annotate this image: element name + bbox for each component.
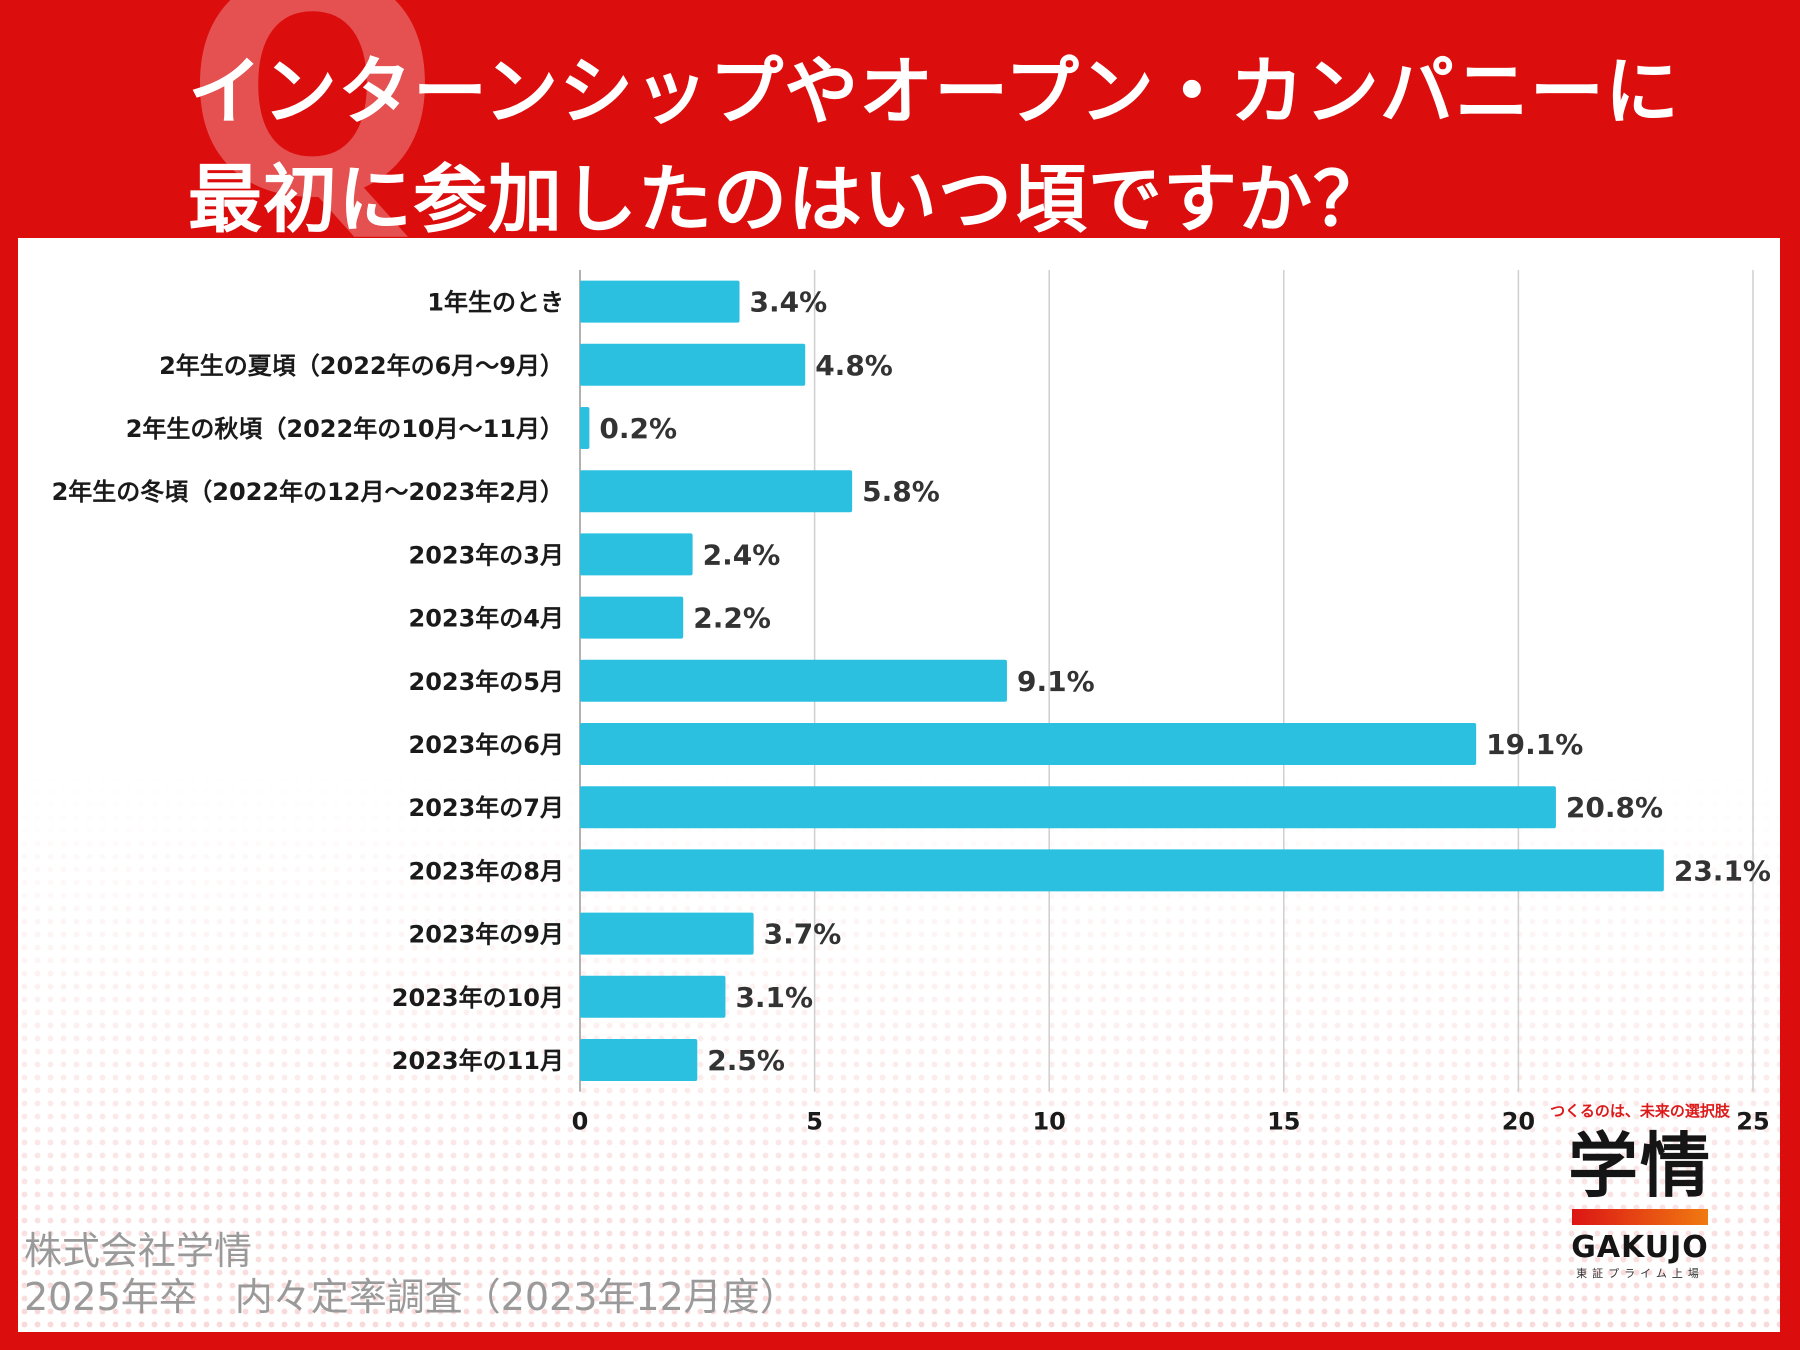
x-tick-label: 10 xyxy=(1032,1108,1065,1136)
gakujo-logo: つくるのは、未来の選択肢 学情 GAKUJO 東証プライム上場 xyxy=(1535,1100,1745,1281)
category-label: 2023年の8月 xyxy=(409,857,565,885)
bar-6 xyxy=(580,659,1007,702)
bar-8 xyxy=(580,786,1556,829)
chart-panel: 0 5 10 15 20 25 1年生のとき 3.4% 2年生の夏頃（2022年の6月～9月） 4… xyxy=(18,238,1780,1332)
data-label: 3.1% xyxy=(735,981,813,1014)
bar-3 xyxy=(580,470,853,513)
data-label: 9.1% xyxy=(1017,665,1095,698)
data-label: 2.2% xyxy=(693,602,771,635)
category-label: 2023年の4月 xyxy=(409,605,565,633)
data-label: 4.8% xyxy=(815,349,893,382)
bar-10 xyxy=(580,912,754,955)
category-label: 2年生の冬頃（2022年の12月～2023年2月） xyxy=(52,478,564,506)
logo-tagline: つくるのは、未来の選択肢 xyxy=(1550,1102,1730,1120)
footer-company: 株式会社学情 xyxy=(24,1229,253,1273)
footer-survey: 2025年卒 内々定率調査（2023年12月度） xyxy=(24,1275,798,1319)
data-label: 0.2% xyxy=(599,412,677,445)
bar-11 xyxy=(580,975,726,1018)
labels: 0 5 10 15 20 25 1年生のとき 3.4% 2年生の夏頃（2022年の6月～9月） 4… xyxy=(52,286,1771,1136)
data-label: 5.8% xyxy=(862,475,940,508)
logo-name: GAKUJO xyxy=(1571,1230,1709,1265)
footer-source: 株式会社学情 2025年卒 内々定率調査（2023年12月度） xyxy=(24,1228,798,1320)
category-label: 2023年の3月 xyxy=(409,541,565,569)
category-label: 2023年の10月 xyxy=(392,984,564,1012)
page-title: インターンシップやオープン・カンパニーに 最初に参加したのはいつ頃ですか？ xyxy=(188,38,1680,254)
title-line-1: インターンシップやオープン・カンパニーに xyxy=(188,49,1680,135)
x-tick-label: 20 xyxy=(1502,1108,1535,1136)
category-label: 2023年の7月 xyxy=(409,794,565,822)
category-label: 2年生の夏頃（2022年の6月～9月） xyxy=(159,352,564,380)
data-label: 19.1% xyxy=(1486,728,1583,761)
logo-mark: 学情 xyxy=(1568,1125,1712,1207)
bar-9 xyxy=(580,849,1664,892)
bar-4 xyxy=(580,533,693,576)
grid-lines xyxy=(579,270,1754,1092)
x-tick-label: 25 xyxy=(1736,1108,1769,1136)
data-label: 2.5% xyxy=(707,1044,785,1077)
data-label: 2.4% xyxy=(703,538,781,571)
logo-sub: 東証プライム上場 xyxy=(1576,1267,1704,1280)
title-line-2: 最初に参加したのはいつ頃ですか？ xyxy=(188,157,1388,243)
data-label: 3.7% xyxy=(764,918,842,951)
category-label: 2023年の11月 xyxy=(392,1047,564,1075)
q-watermark: Q xyxy=(185,0,441,264)
x-tick-label: 0 xyxy=(572,1108,589,1136)
bar-0 xyxy=(580,280,740,323)
bar-7 xyxy=(580,723,1477,765)
category-label: 2023年の5月 xyxy=(409,668,565,696)
category-label: 2年生の秋頃（2022年の10月～11月） xyxy=(126,415,564,443)
x-tick-label: 15 xyxy=(1267,1108,1300,1136)
category-label: 2023年の6月 xyxy=(409,731,565,759)
data-label: 20.8% xyxy=(1566,791,1663,824)
data-label: 23.1% xyxy=(1674,854,1771,887)
data-label: 3.4% xyxy=(750,286,828,319)
bar-chart: 0 5 10 15 20 25 1年生のとき 3.4% 2年生の夏頃（2022年の6月～9月） 4… xyxy=(52,270,1771,1136)
logo-gradient-bar xyxy=(1572,1209,1708,1225)
x-tick-label: 5 xyxy=(806,1108,823,1136)
bar-12 xyxy=(580,1039,698,1081)
bar-2 xyxy=(580,407,590,449)
bar-5 xyxy=(580,596,684,639)
bar-1 xyxy=(580,343,806,386)
bars xyxy=(580,280,1664,1081)
category-label: 2023年の9月 xyxy=(409,921,565,949)
category-label: 1年生のとき xyxy=(427,289,564,317)
